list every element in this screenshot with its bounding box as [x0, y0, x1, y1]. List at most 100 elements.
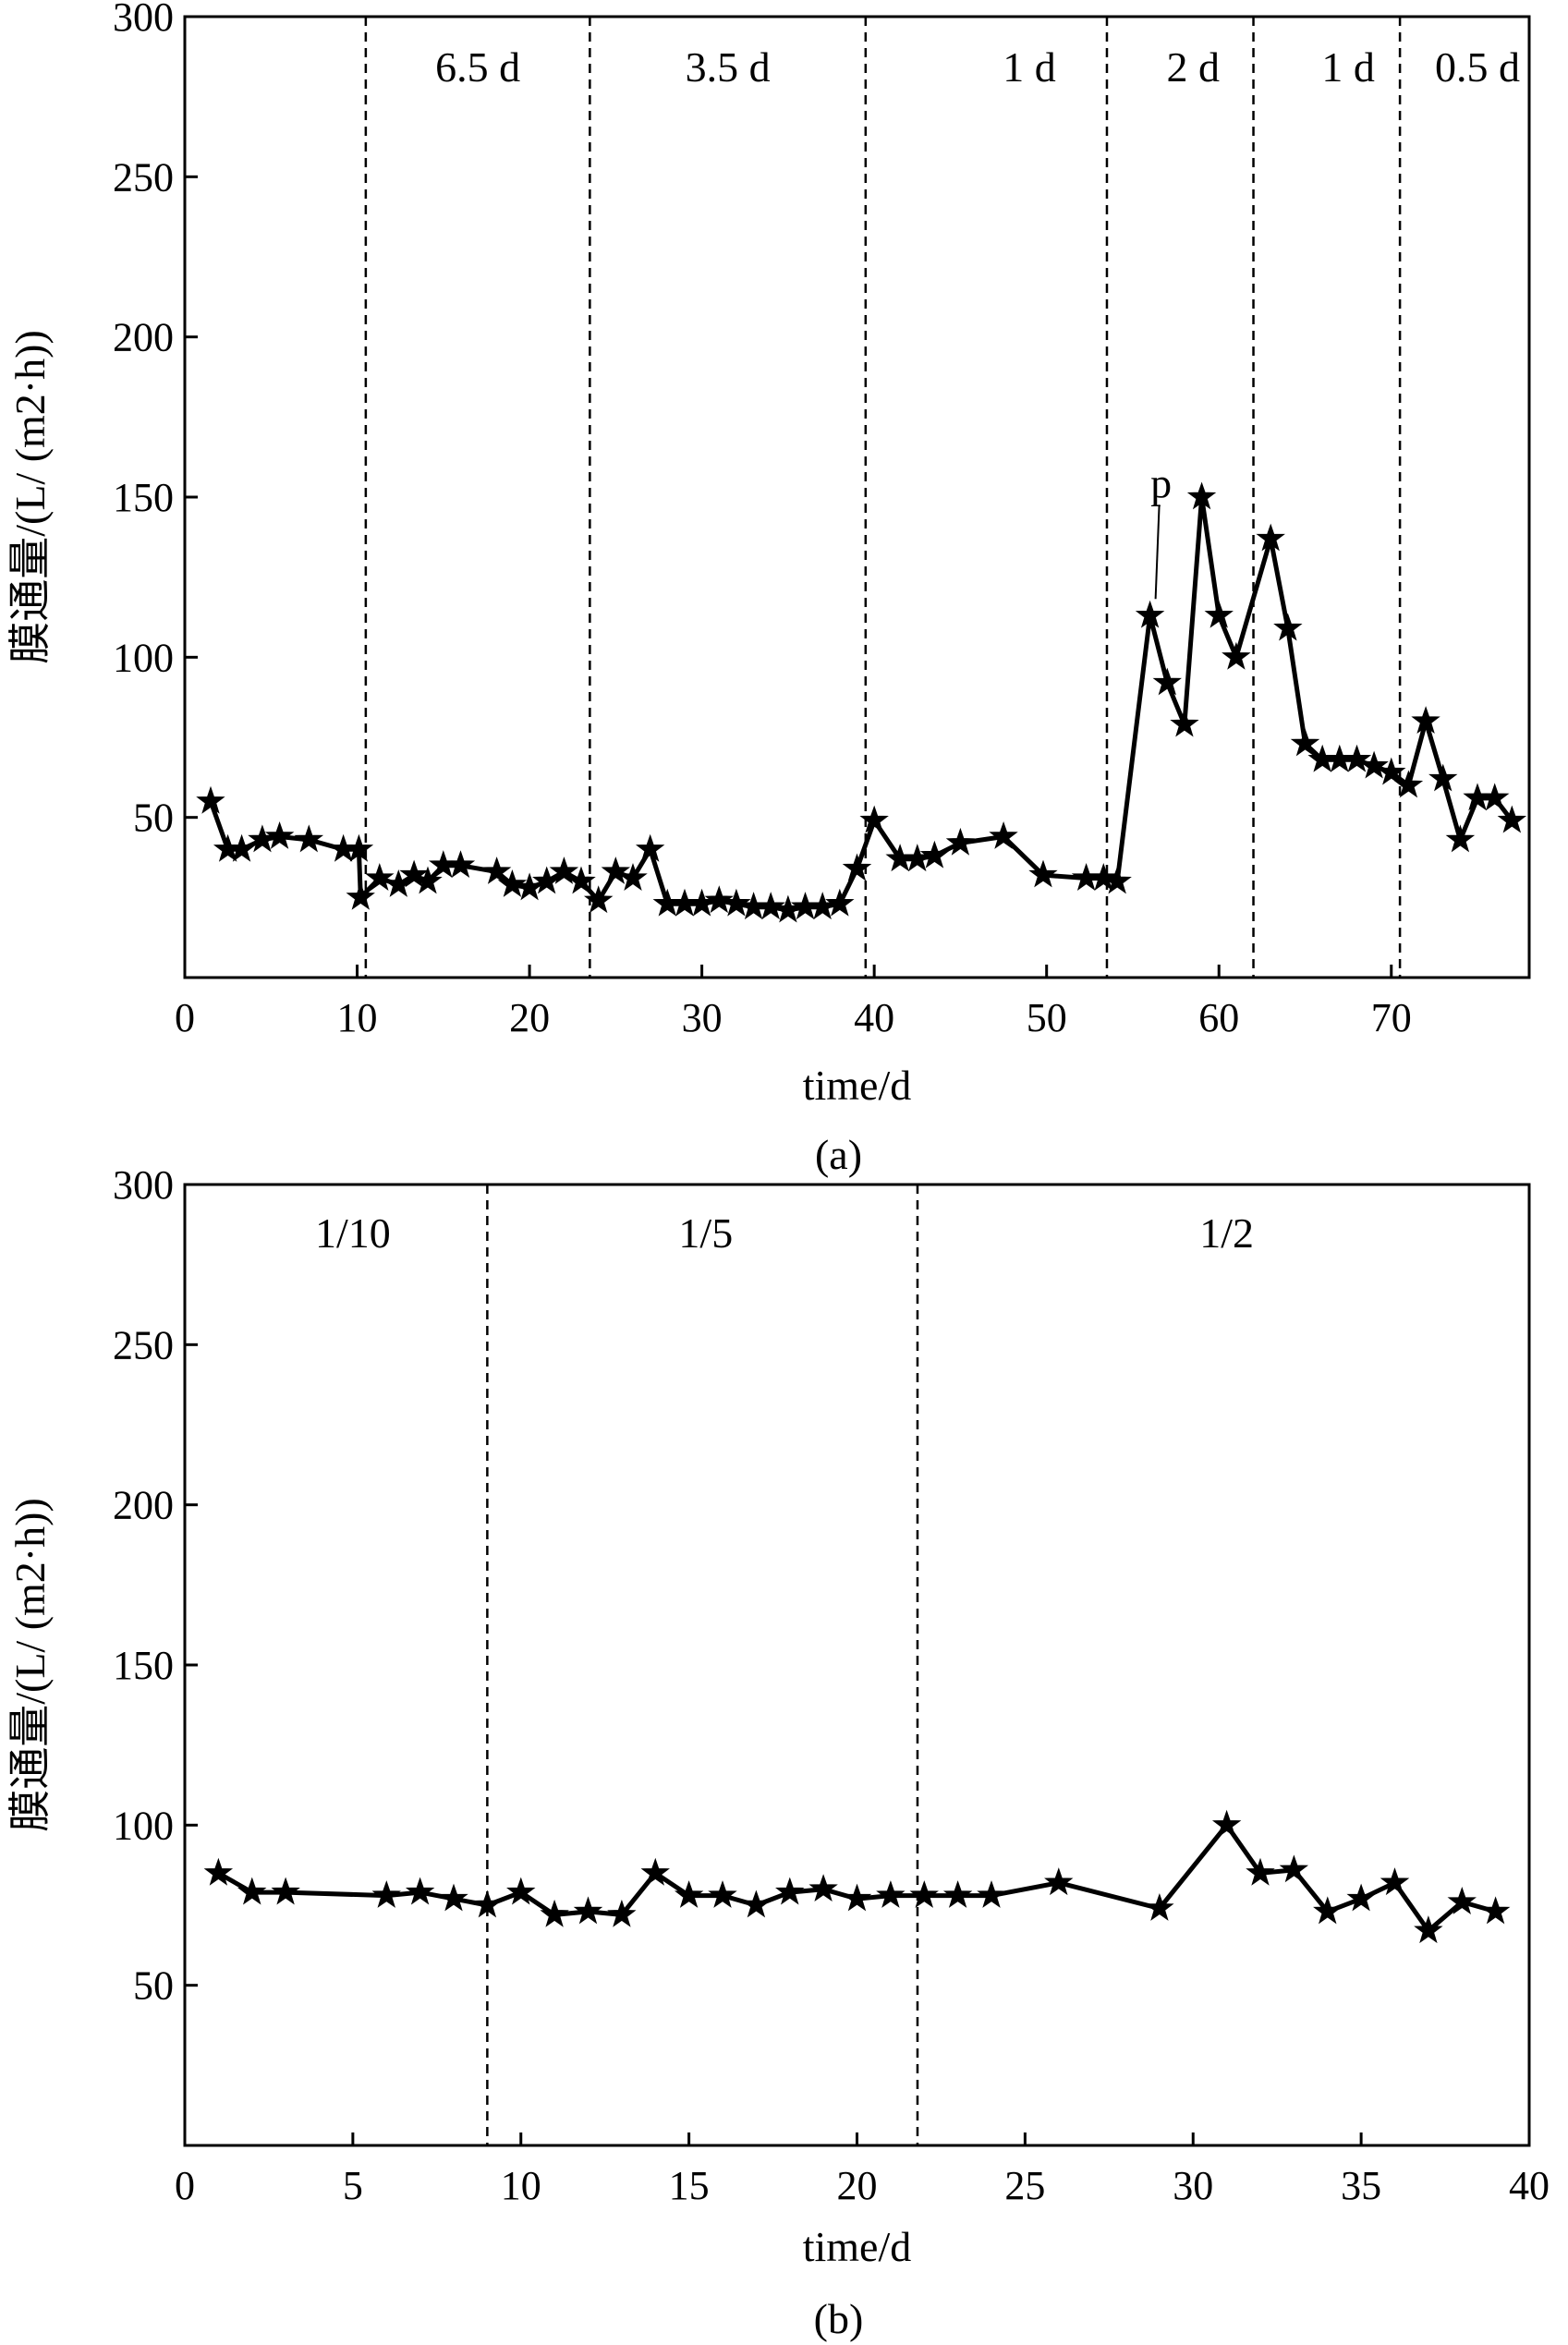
y-axis-title: 膜通量/(L/ (m2·h)) [6, 1498, 54, 1832]
data-point-star [1313, 1896, 1343, 1925]
data-point-star [1135, 600, 1165, 628]
region-label: 6.5 d [435, 43, 520, 91]
data-point-star [704, 885, 734, 914]
y-tick-label: 100 [113, 1803, 174, 1848]
data-point-star [601, 857, 631, 884]
panel-label: (a) [815, 1131, 862, 1178]
data-point-star [1152, 667, 1182, 696]
data-point-star [237, 1877, 267, 1905]
x-tick-label: 20 [837, 2163, 878, 2208]
data-point-star [573, 1896, 603, 1925]
region-label: 3.5 d [686, 43, 771, 91]
y-axis-title: 膜通量/(L/ (m2·h)) [6, 330, 54, 664]
data-point-star [413, 866, 443, 894]
plot-frame [183, 15, 1531, 979]
plot-frame [183, 1183, 1531, 2147]
data-point-star [506, 1877, 536, 1905]
data-point-star [1342, 744, 1372, 772]
data-point-star [1445, 824, 1476, 853]
data-point-star [1222, 641, 1251, 670]
data-point-star [405, 1877, 435, 1905]
x-tick-label: 20 [509, 995, 550, 1040]
data-point-star [196, 785, 225, 814]
y-tick-label: 100 [113, 635, 174, 680]
chart-panel-a: 50 100 150 200 250 300 0 10 20 30 40 50 60 70 6.5 d 3.5… [6, 0, 1531, 1178]
x-tick-label: 25 [1004, 2163, 1045, 2208]
data-point-star [756, 892, 785, 920]
data-point-star [445, 850, 476, 879]
data-point-star [1480, 1896, 1511, 1925]
data-point-star [674, 1880, 704, 1908]
data-point-star [876, 1880, 906, 1908]
data-point-star [583, 885, 614, 914]
panel-label: (b) [814, 2295, 864, 2342]
y-tick-label: 200 [113, 1483, 174, 1528]
data-point-star [607, 1899, 637, 1927]
x-axis-title: time/d [803, 2223, 912, 2270]
data-point-star [1290, 728, 1320, 757]
data-point-star [439, 1883, 468, 1912]
data-point-star [741, 1889, 772, 1918]
y-tick-label: 250 [113, 154, 174, 200]
y-tick-label: 150 [113, 475, 174, 520]
data-point-star [618, 862, 648, 891]
data-point-star [989, 820, 1018, 849]
data-point-star [271, 1877, 300, 1905]
region-label: 1/2 [1199, 1209, 1254, 1257]
data-point-star [1170, 709, 1199, 737]
data-point-star [497, 869, 528, 897]
x-tick-label: 5 [343, 2163, 363, 2208]
data-point-star [1273, 613, 1303, 641]
data-point-star [365, 862, 395, 891]
data-point-star [1279, 1854, 1309, 1883]
data-point-star [371, 1880, 401, 1908]
data-point-star [1044, 1867, 1074, 1896]
data-point-star [481, 857, 512, 884]
data-point-star [1102, 866, 1132, 894]
region-label: 1 d [1321, 43, 1375, 91]
x-axis-title: time/d [803, 1062, 912, 1109]
data-point-star [842, 1883, 872, 1912]
series-line [208, 494, 1514, 913]
data-point-star [1246, 1857, 1275, 1886]
x-tick-label: 0 [175, 2163, 195, 2208]
data-point-star [942, 1880, 973, 1908]
data-point-star [1359, 750, 1389, 779]
data-point-star [1346, 1883, 1376, 1912]
data-point-star [1211, 1809, 1242, 1838]
data-point-star [775, 1877, 805, 1905]
data-point-star [344, 833, 374, 862]
data-point-star [549, 857, 579, 884]
data-point-star [1186, 481, 1217, 510]
x-tick-label: 30 [682, 995, 723, 1040]
data-point-star [226, 833, 257, 862]
x-tick-label: 30 [1173, 2163, 1213, 2208]
x-tick-label: 10 [337, 995, 378, 1040]
data-point-star [640, 1857, 670, 1886]
chart-panel-b: 50 100 150 200 250 300 0 5 10 15 20 25 30 35 40 1/10 1/5… [6, 1162, 1550, 2342]
data-point-star [264, 820, 295, 849]
data-point-star [722, 888, 751, 917]
data-point-star [1028, 859, 1058, 888]
x-tick-label: 60 [1198, 995, 1239, 1040]
data-point-star [859, 805, 889, 833]
data-point-star [1393, 770, 1424, 798]
x-tick-label: 35 [1341, 2163, 1381, 2208]
data-point-star [1380, 1867, 1410, 1896]
data-point-star [1414, 1915, 1443, 1944]
data-point-star [346, 881, 375, 910]
y-tick-label: 50 [133, 796, 174, 841]
data-point-star [1411, 706, 1440, 735]
data-point-star [977, 1880, 1006, 1908]
region-label: 1 d [1003, 43, 1056, 91]
data-point-star [1204, 600, 1234, 628]
x-tick-label: 15 [669, 2163, 710, 2208]
data-point-star [635, 833, 665, 862]
region-label: 2 d [1167, 43, 1221, 91]
data-point-star [945, 827, 976, 856]
y-tick-label: 300 [113, 1162, 174, 1208]
x-tick-label: 50 [1027, 995, 1067, 1040]
data-point-star [808, 1874, 838, 1902]
data-point-star [399, 859, 429, 888]
